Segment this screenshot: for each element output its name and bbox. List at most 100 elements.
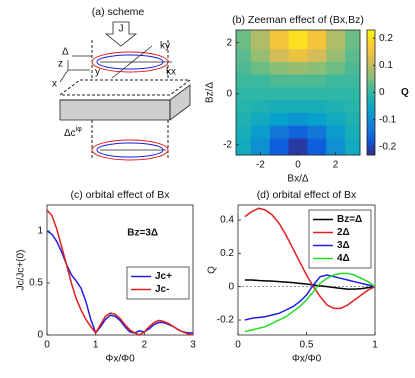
series-line <box>46 209 194 336</box>
x-tick-label: 2 <box>142 340 148 351</box>
heat-cell <box>326 100 346 114</box>
heat-cell <box>269 100 290 114</box>
scheme: (a) scheme J Δ ky kx z y x Δciφ <box>52 6 192 161</box>
chart-title: (c) orbital effect of Bx <box>70 189 170 201</box>
series-line <box>244 207 376 310</box>
colorbar-segment <box>367 95 375 100</box>
colorbar-segment <box>367 120 375 125</box>
y-axis-label: Bz/Δ <box>205 82 216 103</box>
colorbar-segment <box>367 51 375 56</box>
colorbar-segment <box>367 42 375 47</box>
colorbar-tick-label: -0.1 <box>379 114 397 125</box>
label-j: J <box>119 24 124 35</box>
heat-cell <box>251 74 271 88</box>
heat-cell <box>307 100 327 114</box>
colorbar-segment <box>367 111 375 115</box>
label-delta: Δ <box>62 47 69 58</box>
x-tick-label: 3 <box>190 340 196 351</box>
colorbar-label: Q <box>401 87 409 98</box>
colorbar-segment <box>367 98 375 103</box>
colorbar-segment <box>367 55 375 59</box>
heat-cell <box>326 125 346 139</box>
colorbar-segment <box>367 101 375 106</box>
series-line <box>244 274 376 321</box>
axis-ky <box>111 45 153 79</box>
heat-cell <box>307 125 327 139</box>
heat-cell <box>251 125 271 139</box>
colorbar-segment <box>367 58 375 62</box>
slab-top <box>58 79 192 96</box>
legend-label: 3Δ <box>337 240 350 251</box>
series-line <box>46 230 193 335</box>
y-tick-label: -0.2 <box>217 315 235 326</box>
colorbar-segment <box>367 105 375 109</box>
heat-cell <box>344 112 361 127</box>
label-phase: iφ <box>76 126 83 133</box>
label-delta-c: Δciφ <box>64 126 82 139</box>
x-axis-label: Φx/Φ0 <box>292 354 322 365</box>
x-tick-label: 0 <box>295 160 301 171</box>
colorbar-segment <box>367 70 375 75</box>
label-delta-c-base: Δc <box>64 128 76 139</box>
heat-cell <box>269 61 290 76</box>
y-tick-label: 0.4 <box>220 215 234 226</box>
colorbar-segment <box>367 61 375 65</box>
colorbar-segment <box>367 139 375 143</box>
heat-cell <box>236 138 252 156</box>
colorbar-segment <box>367 80 375 84</box>
x-tick-label: 0.5 <box>300 340 314 351</box>
legend-label: Bz=Δ <box>337 214 362 225</box>
label-x: x <box>52 79 57 90</box>
heat-cell <box>251 61 271 76</box>
heat-cell <box>288 30 308 50</box>
colorbar-segment <box>367 33 375 37</box>
colorbar-segment <box>367 145 375 150</box>
heat-cell <box>288 100 308 114</box>
y-tick-label: -2 <box>223 139 232 150</box>
annotation: Bz=3Δ <box>127 228 158 239</box>
colorbar-segment <box>367 151 375 156</box>
chart-title: (d) orbital effect of Bx <box>257 189 357 201</box>
colorbar-segment <box>367 83 375 87</box>
colorbar-segment <box>367 133 375 137</box>
colorbar-segment <box>367 114 375 118</box>
label-y: y <box>95 67 100 78</box>
heat-cell <box>236 30 252 50</box>
colorbar-segment <box>367 36 375 40</box>
y-tick-label: 0.5 <box>29 278 43 289</box>
heat-cell <box>344 74 361 88</box>
heat-cell <box>326 49 346 63</box>
heat-cell <box>307 87 327 101</box>
chart-title: (b) Zeeman effect of (Bx,Bz) <box>232 14 364 26</box>
colorbar-segment <box>367 67 375 72</box>
heat-cell <box>269 87 290 101</box>
colorbar-segment <box>367 48 375 53</box>
heat-cell <box>269 112 290 127</box>
colorbar-segment <box>367 123 375 128</box>
y-tick-label: 0 <box>226 88 232 99</box>
heat-cell <box>288 87 308 101</box>
heat-cell <box>344 61 361 76</box>
heat-cell <box>251 138 271 156</box>
x-tick-label: 0 <box>235 340 241 351</box>
heat-cell <box>251 87 271 101</box>
x-tick-label: 2 <box>333 160 339 171</box>
label-kx: kx <box>166 67 176 78</box>
colorbar-tick-label: -0.2 <box>379 141 397 152</box>
heat-cell <box>344 100 361 114</box>
x-tick-label: 1 <box>93 340 99 351</box>
heat-cell <box>236 125 252 139</box>
heat-cell <box>288 138 308 156</box>
colorbar-segment <box>367 89 375 93</box>
current-arrow <box>104 21 138 47</box>
colorbar-tick-label: 0.1 <box>379 60 393 71</box>
heat-cell <box>344 125 361 139</box>
x-axis-label: Bx/Δ <box>287 174 308 185</box>
colorbar-segment <box>367 142 375 147</box>
heat-cell <box>288 74 308 88</box>
heat-cell <box>288 61 308 76</box>
label-ky: ky <box>160 41 170 52</box>
heat-cell <box>307 138 327 156</box>
